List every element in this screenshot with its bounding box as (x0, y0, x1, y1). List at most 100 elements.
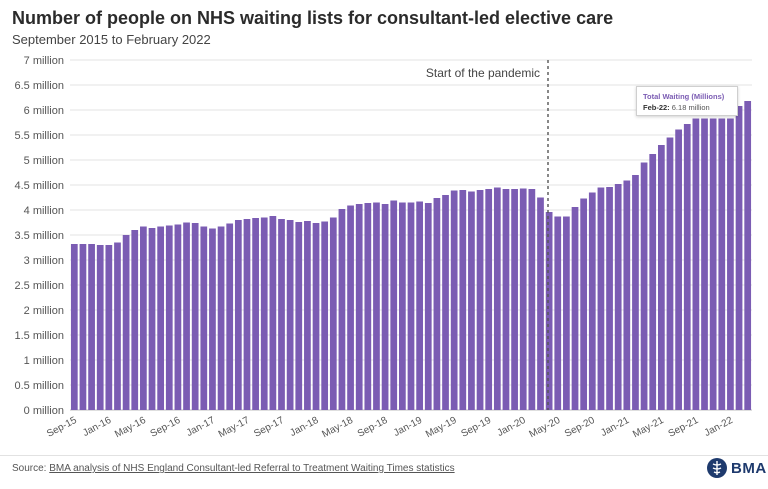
bar[interactable] (433, 198, 441, 410)
bar[interactable] (114, 242, 121, 411)
bar[interactable] (545, 212, 553, 410)
source-link[interactable]: BMA analysis of NHS England Consultant-l… (49, 463, 455, 474)
bar[interactable] (174, 224, 182, 411)
bar[interactable] (347, 205, 354, 411)
bar[interactable] (442, 195, 449, 410)
bar[interactable] (709, 118, 717, 411)
bar[interactable] (88, 244, 95, 410)
bar[interactable] (649, 154, 657, 410)
bar[interactable] (640, 162, 648, 411)
chart-subtitle: September 2015 to February 2022 (12, 32, 211, 47)
bar[interactable] (105, 245, 113, 410)
bar[interactable] (234, 220, 242, 410)
bar[interactable] (252, 218, 259, 410)
bar[interactable] (528, 189, 536, 410)
bar[interactable] (666, 137, 674, 411)
bar[interactable] (312, 223, 320, 410)
x-tick-label: May-18 (320, 415, 355, 441)
x-tick-label: Jan-18 (288, 415, 321, 439)
x-tick-label: Sep-19 (459, 415, 493, 440)
bar[interactable] (424, 203, 432, 410)
bar[interactable] (493, 187, 501, 411)
bar[interactable] (381, 204, 389, 410)
bar[interactable] (329, 217, 337, 411)
bar[interactable] (580, 198, 588, 411)
y-tick-label: 7 million (24, 55, 64, 67)
bar[interactable] (304, 221, 311, 410)
bar[interactable] (502, 189, 510, 410)
x-axis-ticks: Sep-15 Jan-16 May-16 Sep-16 Jan-17 May-17 Sep-… (45, 415, 735, 441)
bar[interactable] (131, 230, 139, 410)
y-tick-label: 3 million (24, 255, 64, 267)
bar[interactable] (157, 226, 165, 411)
bar[interactable] (70, 244, 78, 410)
bar[interactable] (485, 189, 493, 410)
bar[interactable] (269, 216, 277, 410)
bar[interactable] (571, 207, 579, 410)
bar[interactable] (606, 187, 613, 410)
bar[interactable] (183, 222, 190, 411)
bma-logo[interactable]: BMA (706, 457, 767, 479)
x-tick-label: May-16 (113, 415, 148, 441)
bar[interactable] (511, 189, 518, 410)
bar[interactable] (683, 124, 691, 410)
bar[interactable] (519, 188, 527, 411)
bar[interactable] (140, 226, 147, 411)
bar[interactable] (191, 223, 199, 410)
bar[interactable] (295, 222, 303, 410)
bar[interactable] (321, 221, 329, 411)
bar[interactable] (200, 226, 208, 411)
x-tick-label: Sep-16 (149, 415, 183, 440)
bar[interactable] (468, 191, 475, 411)
x-tick-label: Jan-22 (703, 415, 736, 439)
bar[interactable] (373, 202, 380, 411)
bar[interactable] (226, 223, 234, 411)
bar[interactable] (701, 118, 708, 411)
bar[interactable] (148, 228, 156, 410)
bar[interactable] (744, 101, 752, 410)
bar[interactable] (338, 209, 346, 410)
bar[interactable] (243, 219, 251, 410)
bar[interactable] (476, 190, 484, 410)
bar[interactable] (718, 118, 726, 411)
bar[interactable] (390, 200, 398, 411)
x-tick-label: May-17 (217, 415, 252, 441)
bar[interactable] (623, 180, 631, 411)
bar[interactable] (554, 216, 562, 411)
bar[interactable] (450, 190, 458, 411)
bar[interactable] (537, 197, 544, 411)
bar[interactable] (399, 202, 406, 411)
data-tooltip: Total Waiting (Millions) Feb-22: 6.18 mi… (636, 86, 738, 116)
bar[interactable] (588, 192, 596, 411)
bar[interactable] (122, 235, 130, 410)
bar[interactable] (260, 217, 268, 411)
bar[interactable] (735, 106, 743, 410)
bar[interactable] (364, 203, 372, 410)
bar[interactable] (209, 228, 216, 411)
y-tick-label: 3.5 million (14, 230, 64, 242)
x-tick-label: Sep-21 (667, 415, 701, 440)
bar-series[interactable] (70, 101, 752, 411)
bar[interactable] (632, 175, 639, 410)
bar[interactable] (614, 184, 622, 410)
y-axis-ticks: 0 million 0.5 million 1 million 1.5 million… (14, 55, 64, 417)
bar[interactable] (96, 245, 104, 410)
bar[interactable] (286, 220, 294, 410)
bar[interactable] (657, 145, 665, 410)
bar[interactable] (217, 226, 225, 411)
bar[interactable] (355, 204, 363, 410)
bar[interactable] (79, 244, 87, 410)
bar-chart: 0 million 0.5 million 1 million 1.5 million… (14, 55, 752, 441)
bar[interactable] (675, 129, 682, 411)
y-tick-label: 5.5 million (14, 130, 64, 142)
bar[interactable] (727, 118, 734, 411)
x-tick-label: Jan-17 (185, 415, 218, 439)
bar[interactable] (597, 187, 605, 411)
bar[interactable] (416, 201, 423, 411)
bar[interactable] (692, 118, 700, 411)
bar[interactable] (278, 219, 285, 410)
bar[interactable] (165, 225, 173, 411)
bar[interactable] (563, 216, 570, 411)
bar[interactable] (459, 190, 467, 410)
bar[interactable] (407, 202, 415, 411)
